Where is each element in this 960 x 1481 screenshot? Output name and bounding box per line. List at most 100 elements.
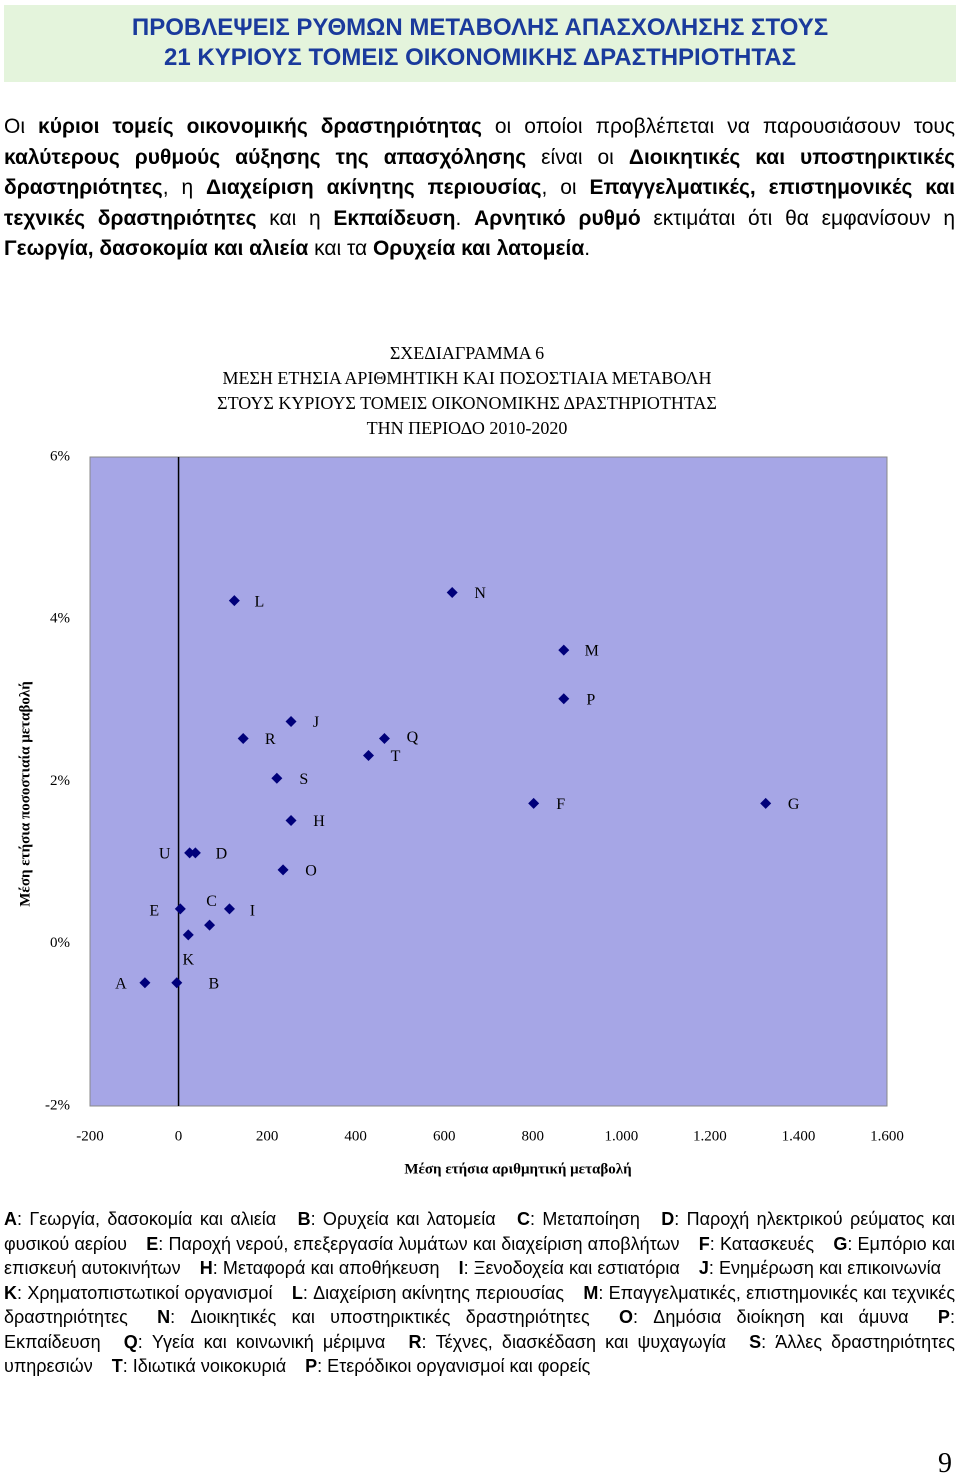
- bold-text: Επαγγελματικές, επιστημονικές και τεχνικ…: [4, 176, 956, 230]
- legend-code: J: [698, 1258, 709, 1278]
- marker: [228, 595, 240, 607]
- legend-code: P: [937, 1307, 950, 1327]
- bold-text: καλύτερους ρυθμούς αύξησης της απασχόλησ…: [4, 145, 527, 169]
- header: ΠΡΟΒΛΕΨΕΙΣ ΡΥΘΜΩΝ ΜΕΤΑΒΟΛΗΣ ΑΠΑΣΧΟΛΗΣΗΣ …: [4, 5, 956, 82]
- header-line: ΠΡΟΒΛΕΨΕΙΣ ΡΥΘΜΩΝ ΜΕΤΑΒΟΛΗΣ ΑΠΑΣΧΟΛΗΣΗΣ …: [131, 14, 829, 41]
- text: και η: [256, 206, 334, 230]
- legend-code: R: [408, 1331, 422, 1352]
- legend-code: G: [833, 1233, 848, 1254]
- legend: A: Γεωργία, δασοκομία και αλιεία B: Ορυχ…: [4, 1207, 955, 1379]
- marker: [184, 847, 196, 859]
- legend-code: K: [4, 1282, 17, 1303]
- legend-item: T: Ιδιωτικά νοικοκυριά: [112, 1356, 286, 1376]
- legend-item: E: Παροχή νερού, επεξεργασία λυμάτων και…: [146, 1234, 679, 1254]
- marker: [285, 814, 297, 826]
- x-axis-title: Μέση ετήσια αριθμητική μεταβολή: [404, 1161, 631, 1177]
- legend-item: H: Μεταφορά και αποθήκευση: [200, 1258, 440, 1278]
- legend-code: M: [583, 1282, 599, 1303]
- legend-item: O: Δημόσια διοίκηση και άμυνα: [619, 1307, 909, 1327]
- marker: [182, 929, 194, 941]
- chart-title: ΣΧΕΔΙΑΓΡΑΜΜΑ 6: [390, 343, 544, 363]
- point-label: Q: [407, 729, 419, 746]
- marker: [174, 903, 186, 915]
- legend-item: I: Ξενοδοχεία και εστιατόρια: [459, 1258, 680, 1278]
- text: οι οποίοι προβλέπεται να παρουσιάσουν το…: [481, 115, 955, 138]
- point-label: F: [556, 796, 565, 813]
- legend-code: A: [4, 1209, 17, 1229]
- legend-item: N: Διοικητικές και υποστηρικτικές δραστη…: [157, 1307, 589, 1327]
- text: εκτιμάται ότι θα εμφανίσουν η: [640, 206, 956, 230]
- point-label: L: [254, 593, 264, 610]
- text: είναι οι: [526, 145, 629, 169]
- legend-code: T: [111, 1356, 123, 1376]
- legend-text: : Ενημέρωση και επικοινωνία: [708, 1258, 941, 1278]
- text: , η: [162, 176, 206, 199]
- legend-code: F: [698, 1233, 710, 1254]
- legend-code: L: [291, 1282, 303, 1303]
- point-label: D: [216, 846, 228, 863]
- point-label: B: [208, 975, 219, 992]
- point-label: G: [788, 796, 800, 813]
- legend-text: : Γεωργία, δασοκομία και αλιεία: [17, 1209, 277, 1229]
- page-number: 9: [938, 1448, 952, 1479]
- legend-item: P: Εκπαίδευση: [4, 1307, 955, 1352]
- legend-text: : Διοικητικές και υποστηρικτικές δραστηρ…: [170, 1307, 590, 1327]
- legend-item: F: Κατασκευές: [699, 1234, 814, 1254]
- marker: [558, 693, 570, 705]
- marker: [528, 797, 540, 809]
- legend-text: : Παροχή ηλεκτρικού ρεύματος και φυσικού…: [4, 1209, 955, 1254]
- x-tick-label: 1.400: [782, 1128, 816, 1144]
- legend-text: : Κατασκευές: [709, 1233, 815, 1254]
- x-tick-label: 1.600: [870, 1128, 904, 1144]
- plot-area: [89, 456, 888, 1107]
- point-label: S: [299, 771, 308, 788]
- point-label: C: [206, 893, 217, 910]
- bold-text: Διοικητικές και υποστηρικτικές δραστηριό…: [4, 145, 955, 200]
- x-tick-label: 400: [344, 1128, 367, 1144]
- marker: [171, 977, 183, 989]
- point-label: H: [313, 813, 325, 830]
- point-label: J: [313, 714, 319, 731]
- legend-item: A: Γεωργία, δασοκομία και αλιεία: [4, 1209, 276, 1229]
- legend-text: : Εκπαίδευση: [4, 1307, 955, 1352]
- point-label: E: [149, 903, 159, 920]
- legend-text: : Τέχνες, διασκέδαση και ψυχαγωγία: [421, 1331, 726, 1352]
- legend-text: : Εμπόριο και επισκευή αυτοκινήτων: [4, 1233, 955, 1279]
- header-line: 21 ΚΥΡΙΟΥΣ ΤΟΜΕΙΣ ΟΙΚΟΝΟΜΙΚΗΣ ΔΡΑΣΤΗΡΙΟΤ…: [164, 44, 796, 71]
- marker: [189, 847, 201, 859]
- marker: [558, 644, 570, 656]
- legend-text: : Άλλες δραστηριότητες υπηρεσιών: [4, 1331, 955, 1377]
- legend-item: M: Επαγγελματικές, επιστημονικές και τεχ…: [4, 1283, 955, 1328]
- legend-text: : Ορυχεία και λατομεία: [310, 1209, 496, 1229]
- chart-title: ΣΤΟΥΣ ΚΥΡΙΟΥΣ ΤΟΜΕΙΣ ΟΙΚΟΝΟΜΙΚΗΣ ΔΡΑΣΤΗΡ…: [217, 393, 717, 413]
- paragraph: Οι κύριοι τομείς οικονομικής δραστηριότη…: [4, 112, 955, 265]
- y-axis-title: Μέση ετήσια ποσοστιαία μεταβολή: [17, 681, 33, 907]
- point-label: T: [391, 748, 401, 765]
- legend-text: : Χρηματοπιστωτικοί οργανισμοί: [17, 1282, 273, 1303]
- y-tick-label: 6%: [50, 448, 70, 464]
- legend-code: E: [146, 1233, 159, 1254]
- marker: [223, 903, 235, 915]
- point-label: U: [159, 846, 171, 863]
- chart-title: ΜΕΣΗ ΕΤΗΣΙΑ ΑΡΙΘΜΗΤΙΚΗ ΚΑΙ ΠΟΣΟΣΤΙΑΙΑ ΜΕ…: [222, 368, 711, 388]
- legend-code: C: [516, 1209, 530, 1229]
- x-tick-label: 0: [175, 1128, 183, 1144]
- point-label: M: [585, 643, 599, 660]
- bold-text: Ορυχεία και λατομεία: [372, 237, 585, 260]
- y-tick-label: 0%: [50, 935, 70, 951]
- legend-item: S: Άλλες δραστηριότητες υπηρεσιών: [4, 1332, 955, 1377]
- point-label: O: [305, 863, 317, 880]
- point-label: R: [265, 731, 276, 748]
- x-tick-label: 200: [256, 1128, 279, 1144]
- legend-code: D: [661, 1209, 675, 1229]
- legend-text: : Επαγγελματικές, επιστημονικές και τεχν…: [4, 1282, 956, 1328]
- text: Οι: [4, 115, 39, 138]
- chart-title: ΤΗΝ ΠΕΡΙΟΔΟ 2010-2020: [367, 418, 568, 438]
- legend-code: B: [297, 1209, 311, 1229]
- legend-text: : Δημόσια διοίκηση και άμυνα: [632, 1307, 909, 1327]
- bold-text: Διαχείριση ακίνητης περιουσίας: [206, 176, 542, 199]
- legend-code: O: [618, 1307, 633, 1327]
- marker: [363, 750, 375, 762]
- bold-text: Εκπαίδευση: [333, 206, 456, 230]
